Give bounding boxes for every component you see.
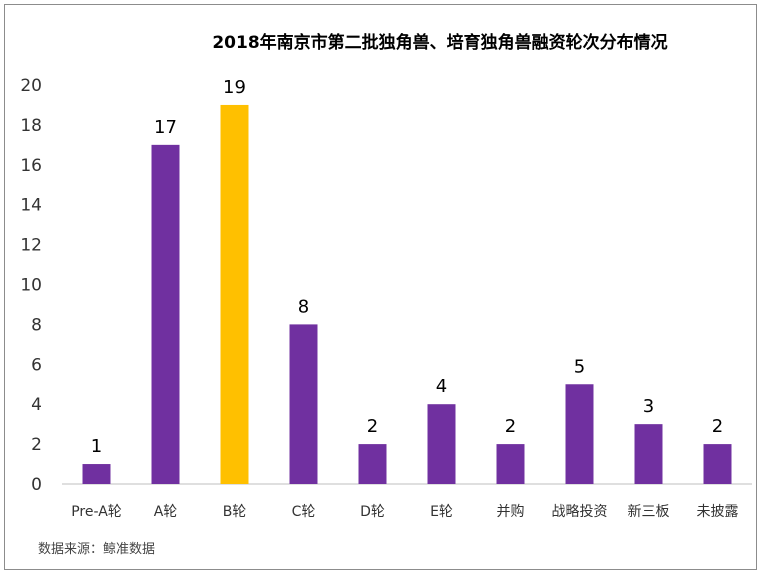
data-label: 2 — [367, 416, 378, 437]
bar-3 — [220, 104, 249, 484]
y-tick-label: 8 — [31, 315, 42, 335]
bar-8 — [565, 384, 594, 484]
bar-7 — [496, 444, 525, 484]
y-tick-label: 6 — [31, 355, 42, 375]
data-labels-group: 1 17 19 8 2 4 2 5 3 2 — [91, 77, 723, 457]
y-tick-label: 0 — [31, 475, 42, 495]
y-tick-label: 2 — [31, 435, 42, 455]
source-note: 数据来源：鲸准数据 — [38, 542, 156, 557]
x-tick-label: E轮 — [430, 504, 453, 520]
bar-2 — [151, 144, 180, 484]
x-tick-label: Pre-A轮 — [71, 504, 122, 520]
data-label: 2 — [505, 416, 516, 437]
bars-group — [82, 104, 732, 484]
bar-10 — [703, 444, 732, 484]
bar-6 — [427, 404, 456, 484]
data-label: 19 — [223, 77, 246, 98]
bar-4 — [289, 324, 318, 484]
data-label: 3 — [643, 396, 654, 417]
x-tick-label: D轮 — [360, 504, 385, 520]
y-tick-label: 16 — [20, 156, 42, 176]
data-label: 2 — [712, 416, 723, 437]
y-tick-label: 20 — [20, 76, 42, 96]
chart-title: 2018年南京市第二批独角兽、培育独角兽融资轮次分布情况 — [212, 33, 668, 53]
data-label: 4 — [436, 376, 447, 397]
data-label: 5 — [574, 356, 585, 377]
x-tick-label: 战略投资 — [552, 504, 608, 520]
y-tick-label: 4 — [31, 395, 42, 415]
data-label: 17 — [154, 117, 177, 138]
y-axis-ticks: 0 2 4 6 8 10 12 14 16 18 20 — [20, 76, 42, 495]
data-label: 1 — [91, 436, 102, 457]
x-tick-label: 并购 — [497, 504, 525, 520]
x-tick-label: C轮 — [292, 504, 316, 520]
bar-9 — [634, 424, 663, 484]
x-tick-label: 新三板 — [628, 504, 670, 520]
y-tick-label: 10 — [20, 276, 42, 296]
x-tick-label: B轮 — [223, 504, 247, 520]
y-tick-label: 14 — [20, 196, 42, 216]
bar-5 — [358, 444, 387, 484]
y-tick-label: 12 — [20, 236, 42, 256]
category-labels-group: Pre-A轮 A轮 B轮 C轮 D轮 E轮 并购 战略投资 新三板 未披露 — [71, 504, 738, 520]
x-tick-label: 未披露 — [697, 504, 739, 520]
bar-1 — [82, 464, 111, 484]
y-tick-label: 18 — [20, 116, 42, 136]
data-label: 8 — [298, 296, 309, 317]
x-tick-label: A轮 — [154, 504, 178, 520]
